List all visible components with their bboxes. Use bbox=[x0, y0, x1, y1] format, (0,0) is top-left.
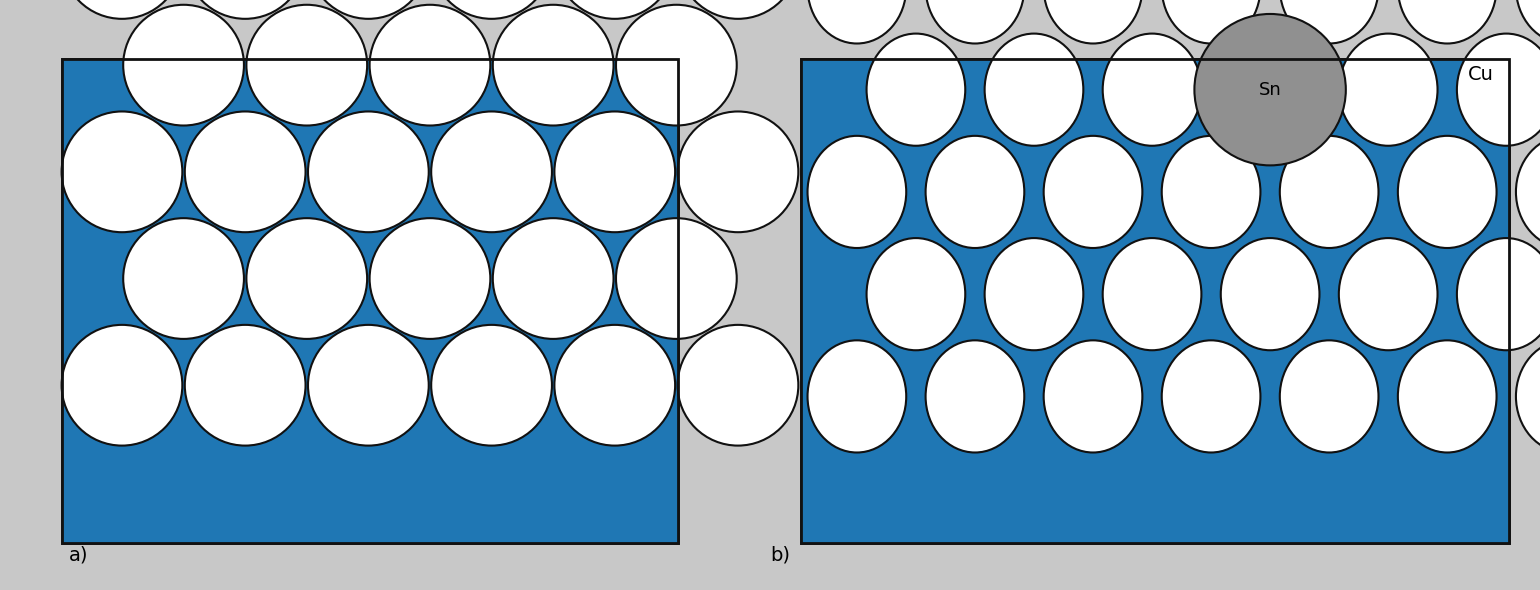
Ellipse shape bbox=[1044, 340, 1143, 453]
Ellipse shape bbox=[1221, 238, 1320, 350]
Ellipse shape bbox=[62, 325, 182, 445]
Ellipse shape bbox=[493, 5, 613, 126]
Text: a): a) bbox=[69, 546, 89, 565]
Ellipse shape bbox=[1338, 238, 1437, 350]
Ellipse shape bbox=[984, 238, 1083, 350]
Ellipse shape bbox=[185, 325, 305, 445]
Ellipse shape bbox=[926, 136, 1024, 248]
Ellipse shape bbox=[1515, 0, 1540, 44]
Ellipse shape bbox=[1044, 136, 1143, 248]
Ellipse shape bbox=[370, 218, 490, 339]
Bar bbox=[801, 59, 1509, 543]
Ellipse shape bbox=[185, 0, 305, 19]
Ellipse shape bbox=[1044, 0, 1143, 44]
Ellipse shape bbox=[370, 5, 490, 126]
Text: Sn: Sn bbox=[1258, 81, 1281, 99]
Ellipse shape bbox=[431, 325, 551, 445]
Ellipse shape bbox=[678, 0, 798, 19]
Bar bbox=[62, 59, 678, 543]
Ellipse shape bbox=[1338, 34, 1437, 146]
Ellipse shape bbox=[1398, 136, 1497, 248]
Ellipse shape bbox=[1103, 34, 1201, 146]
Ellipse shape bbox=[1457, 238, 1540, 350]
Ellipse shape bbox=[1161, 340, 1260, 453]
Ellipse shape bbox=[926, 340, 1024, 453]
Ellipse shape bbox=[431, 0, 551, 19]
Ellipse shape bbox=[1280, 136, 1378, 248]
Ellipse shape bbox=[807, 136, 906, 248]
Ellipse shape bbox=[554, 112, 675, 232]
Ellipse shape bbox=[246, 5, 367, 126]
Ellipse shape bbox=[807, 0, 906, 44]
Ellipse shape bbox=[1515, 340, 1540, 453]
Bar bbox=[62, 59, 678, 543]
Ellipse shape bbox=[554, 325, 675, 445]
Ellipse shape bbox=[616, 218, 736, 339]
Ellipse shape bbox=[867, 34, 966, 146]
Ellipse shape bbox=[1195, 14, 1346, 165]
Bar bbox=[801, 59, 1509, 543]
Ellipse shape bbox=[246, 218, 367, 339]
Ellipse shape bbox=[926, 0, 1024, 44]
Ellipse shape bbox=[1161, 0, 1260, 44]
Ellipse shape bbox=[1280, 340, 1378, 453]
Ellipse shape bbox=[554, 0, 675, 19]
Ellipse shape bbox=[678, 112, 798, 232]
Bar bbox=[62, 59, 678, 543]
Ellipse shape bbox=[1457, 34, 1540, 146]
Ellipse shape bbox=[308, 325, 428, 445]
Ellipse shape bbox=[308, 112, 428, 232]
Ellipse shape bbox=[62, 112, 182, 232]
Ellipse shape bbox=[1280, 0, 1378, 44]
Ellipse shape bbox=[1161, 136, 1260, 248]
Ellipse shape bbox=[123, 218, 243, 339]
Bar bbox=[801, 59, 1509, 543]
Ellipse shape bbox=[493, 218, 613, 339]
Ellipse shape bbox=[1398, 0, 1497, 44]
Ellipse shape bbox=[984, 34, 1083, 146]
Text: b): b) bbox=[770, 546, 790, 565]
Text: Cu: Cu bbox=[1468, 65, 1494, 84]
Ellipse shape bbox=[807, 340, 906, 453]
Ellipse shape bbox=[867, 238, 966, 350]
Ellipse shape bbox=[1398, 340, 1497, 453]
Ellipse shape bbox=[1515, 136, 1540, 248]
Ellipse shape bbox=[1103, 238, 1201, 350]
Ellipse shape bbox=[185, 112, 305, 232]
Ellipse shape bbox=[616, 5, 736, 126]
Ellipse shape bbox=[431, 112, 551, 232]
Ellipse shape bbox=[308, 0, 428, 19]
Ellipse shape bbox=[62, 0, 182, 19]
Ellipse shape bbox=[678, 325, 798, 445]
Ellipse shape bbox=[123, 5, 243, 126]
